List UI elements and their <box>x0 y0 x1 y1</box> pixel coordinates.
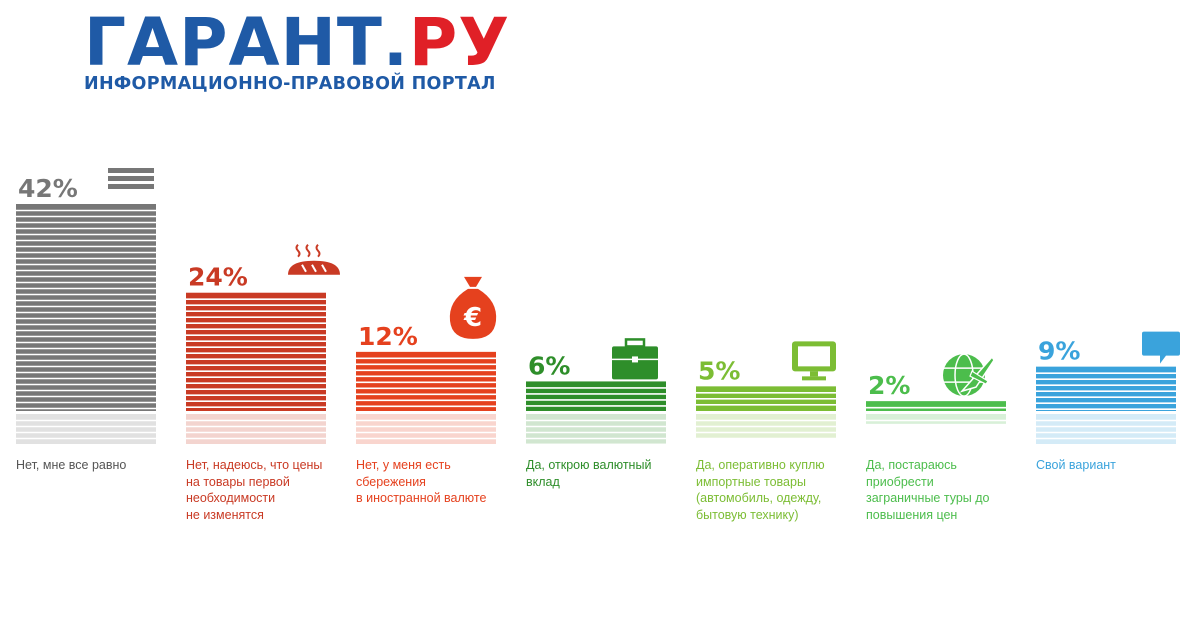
money-bag-euro-icon: € <box>449 276 497 339</box>
logo-part2: РУ <box>408 4 511 81</box>
category-label-5: Да, оперативно куплю импортные товары (авт… <box>696 457 844 523</box>
category-label-line: Нет, надеюсь, что цены <box>186 458 323 472</box>
category-label-line: приобрести <box>866 474 934 489</box>
category-label-line: (автомобиль, одежду, <box>696 491 822 505</box>
category-label-line: Да, оперативно куплю <box>696 458 825 472</box>
category-label-line: сбережения <box>356 474 426 489</box>
category-label-2: Нет, надеюсь, что цены на товары первой не… <box>186 457 334 523</box>
category-label-7: Свой вариант <box>1036 457 1184 474</box>
value-label-3: 12% <box>358 322 418 351</box>
bar-3-reflection <box>356 414 496 444</box>
bar-2 <box>186 292 326 411</box>
category-label-line: Свой вариант <box>1036 458 1116 472</box>
value-label-1: 42% <box>18 174 78 203</box>
category-label-line: импортные товары <box>696 474 806 489</box>
bar-7 <box>1036 366 1176 411</box>
category-label-4: Да, открою валютный вклад <box>526 457 674 490</box>
logo-subtitle: ИНФОРМАЦИОННО-ПРАВОВОЙ ПОРТАЛ <box>84 74 496 94</box>
bar-4 <box>526 381 666 411</box>
value-label-6: 2% <box>868 371 910 400</box>
category-label-line: на товары первой <box>186 474 290 489</box>
category-label-line: вклад <box>526 474 560 489</box>
category-label-line: в иностранной валюте <box>356 491 487 505</box>
bar-1-fill <box>16 204 156 411</box>
category-label-6: Да, постараюсь приобрести заграничные туры… <box>866 457 1014 523</box>
category-label-line: не изменятся <box>186 507 264 522</box>
bar-6-fill <box>866 401 1006 411</box>
bread-icon <box>288 244 340 275</box>
bar-1-reflection <box>16 414 156 444</box>
bar-5-reflection <box>696 414 836 440</box>
globe-plane-icon <box>943 353 995 397</box>
category-label-line: бытовую технику) <box>696 507 799 522</box>
category-label-1: Нет, мне все равно <box>16 457 164 474</box>
category-label-line: необходимости <box>186 491 276 505</box>
bar-6 <box>866 401 1006 411</box>
category-label-line: повышения цен <box>866 507 958 522</box>
bar-5 <box>696 386 836 411</box>
menu-lines-icon <box>108 168 154 189</box>
bar-2-fill <box>186 292 326 411</box>
logo-wordmark: ГАРАНТ.РУ <box>84 8 510 78</box>
logo-part1: ГАРАНТ. <box>84 4 409 81</box>
value-label-7: 9% <box>1038 337 1080 366</box>
bar-3 <box>356 351 496 411</box>
category-label-line: Нет, у меня есть <box>356 458 451 472</box>
logo: ГАРАНТ.РУ ИНФОРМАЦИОННО-ПРАВОВОЙ ПОРТАЛ <box>84 8 510 95</box>
value-label-5: 5% <box>698 356 740 385</box>
svg-text:€: € <box>463 303 482 333</box>
bar-4-reflection <box>526 414 666 444</box>
bar-6-reflection <box>866 414 1006 424</box>
monitor-icon <box>792 341 836 381</box>
speech-bubble-icon <box>1142 331 1180 364</box>
category-label-line: Нет, мне все равно <box>16 458 127 472</box>
value-label-2: 24% <box>188 263 248 292</box>
category-label-line: Да, постараюсь <box>866 458 957 472</box>
bar-3-fill <box>356 351 496 411</box>
category-label-line: Да, открою валютный <box>526 458 652 472</box>
category-label-line: заграничные туры до <box>866 491 990 505</box>
bar-2-reflection <box>186 414 326 444</box>
briefcase-icon <box>612 338 658 380</box>
bar-7-reflection <box>1036 414 1176 444</box>
value-label-4: 6% <box>528 351 570 380</box>
bar-1 <box>16 204 156 411</box>
category-label-3: Нет, у меня есть сбережения в иностранной … <box>356 457 504 507</box>
